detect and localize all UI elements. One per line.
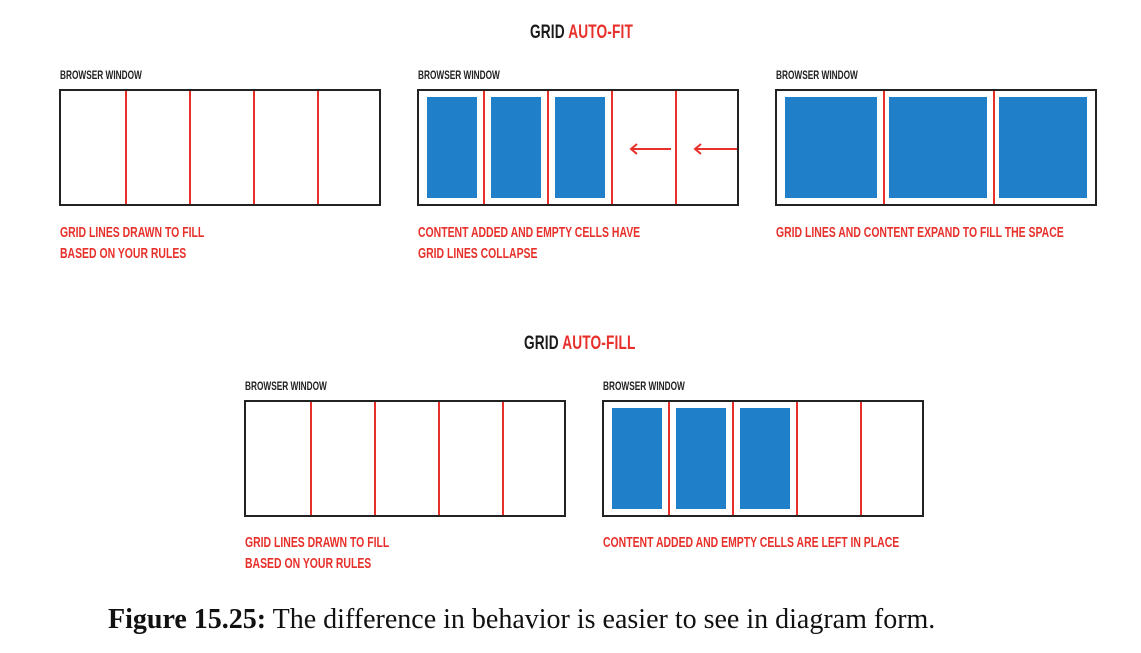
grid-line [993,91,995,204]
grid-line [317,91,319,204]
grid-line [374,402,376,515]
autofill-heading-prefix: GRID [524,333,559,354]
caption-line: GRID LINES DRAWN TO FILL [245,535,390,551]
grid-line [547,91,549,204]
autofit-caption-1: GRID LINES DRAWN TO FILL BASED ON YOUR R… [60,223,204,265]
grid-line [189,91,191,204]
caption-line: BASED ON YOUR RULES [60,246,187,262]
content-cell [555,97,605,198]
content-cell [427,97,477,198]
autofill-heading-accent: AUTO-FILL [562,333,636,354]
autofit-caption-3: GRID LINES AND CONTENT EXPAND TO FILL TH… [776,223,1064,244]
collapse-arrow-icon [693,143,737,155]
content-cell [785,97,877,198]
content-cell [740,408,790,509]
browser-window-label: BROWSER WINDOW [603,381,685,393]
content-cell [676,408,726,509]
grid-line [483,91,485,204]
autofill-caption-1: GRID LINES DRAWN TO FILL BASED ON YOUR R… [245,533,389,575]
caption-line: CONTENT ADDED AND EMPTY CELLS ARE LEFT I… [603,535,900,551]
browser-window-label: BROWSER WINDOW [60,70,142,82]
grid-line [438,402,440,515]
browser-window-autofit-empty [59,89,381,206]
grid-line [796,402,798,515]
grid-line [125,91,127,204]
grid-line [860,402,862,515]
grid-line [668,402,670,515]
browser-window-autofit-expand [775,89,1097,206]
collapse-arrow-icon [629,143,671,155]
browser-window-autofit-collapse [417,89,739,206]
caption-line: CONTENT ADDED AND EMPTY CELLS HAVE [418,225,641,241]
content-cell [889,97,987,198]
autofit-caption-2: CONTENT ADDED AND EMPTY CELLS HAVE GRID … [418,223,640,265]
browser-window-autofill-content [602,400,924,517]
caption-line: GRID LINES AND CONTENT EXPAND TO FILL TH… [776,225,1064,241]
content-cell [999,97,1087,198]
autofill-caption-2: CONTENT ADDED AND EMPTY CELLS ARE LEFT I… [603,533,899,554]
figure-caption: Figure 15.25: The difference in behavior… [108,604,935,636]
caption-line: GRID LINES DRAWN TO FILL [60,225,205,241]
grid-line [502,402,504,515]
browser-window-label: BROWSER WINDOW [776,70,858,82]
content-cell [491,97,541,198]
figure-caption-text: The difference in behavior is easier to … [266,604,936,635]
grid-line [611,91,613,204]
autofit-heading-prefix: GRID [530,22,565,43]
grid-line [253,91,255,204]
autofill-heading: GRID AUTO-FILL [524,333,635,355]
grid-line [675,91,677,204]
autofit-heading-accent: AUTO-FIT [568,22,633,43]
caption-line: BASED ON YOUR RULES [245,556,372,572]
figure-number: Figure 15.25: [108,604,267,635]
browser-window-autofill-empty [244,400,566,517]
caption-line: GRID LINES COLLAPSE [418,246,538,262]
grid-line [310,402,312,515]
grid-line [732,402,734,515]
autofit-heading: GRID AUTO-FIT [530,22,633,44]
grid-line [883,91,885,204]
browser-window-label: BROWSER WINDOW [418,70,500,82]
browser-window-label: BROWSER WINDOW [245,381,327,393]
content-cell [612,408,662,509]
